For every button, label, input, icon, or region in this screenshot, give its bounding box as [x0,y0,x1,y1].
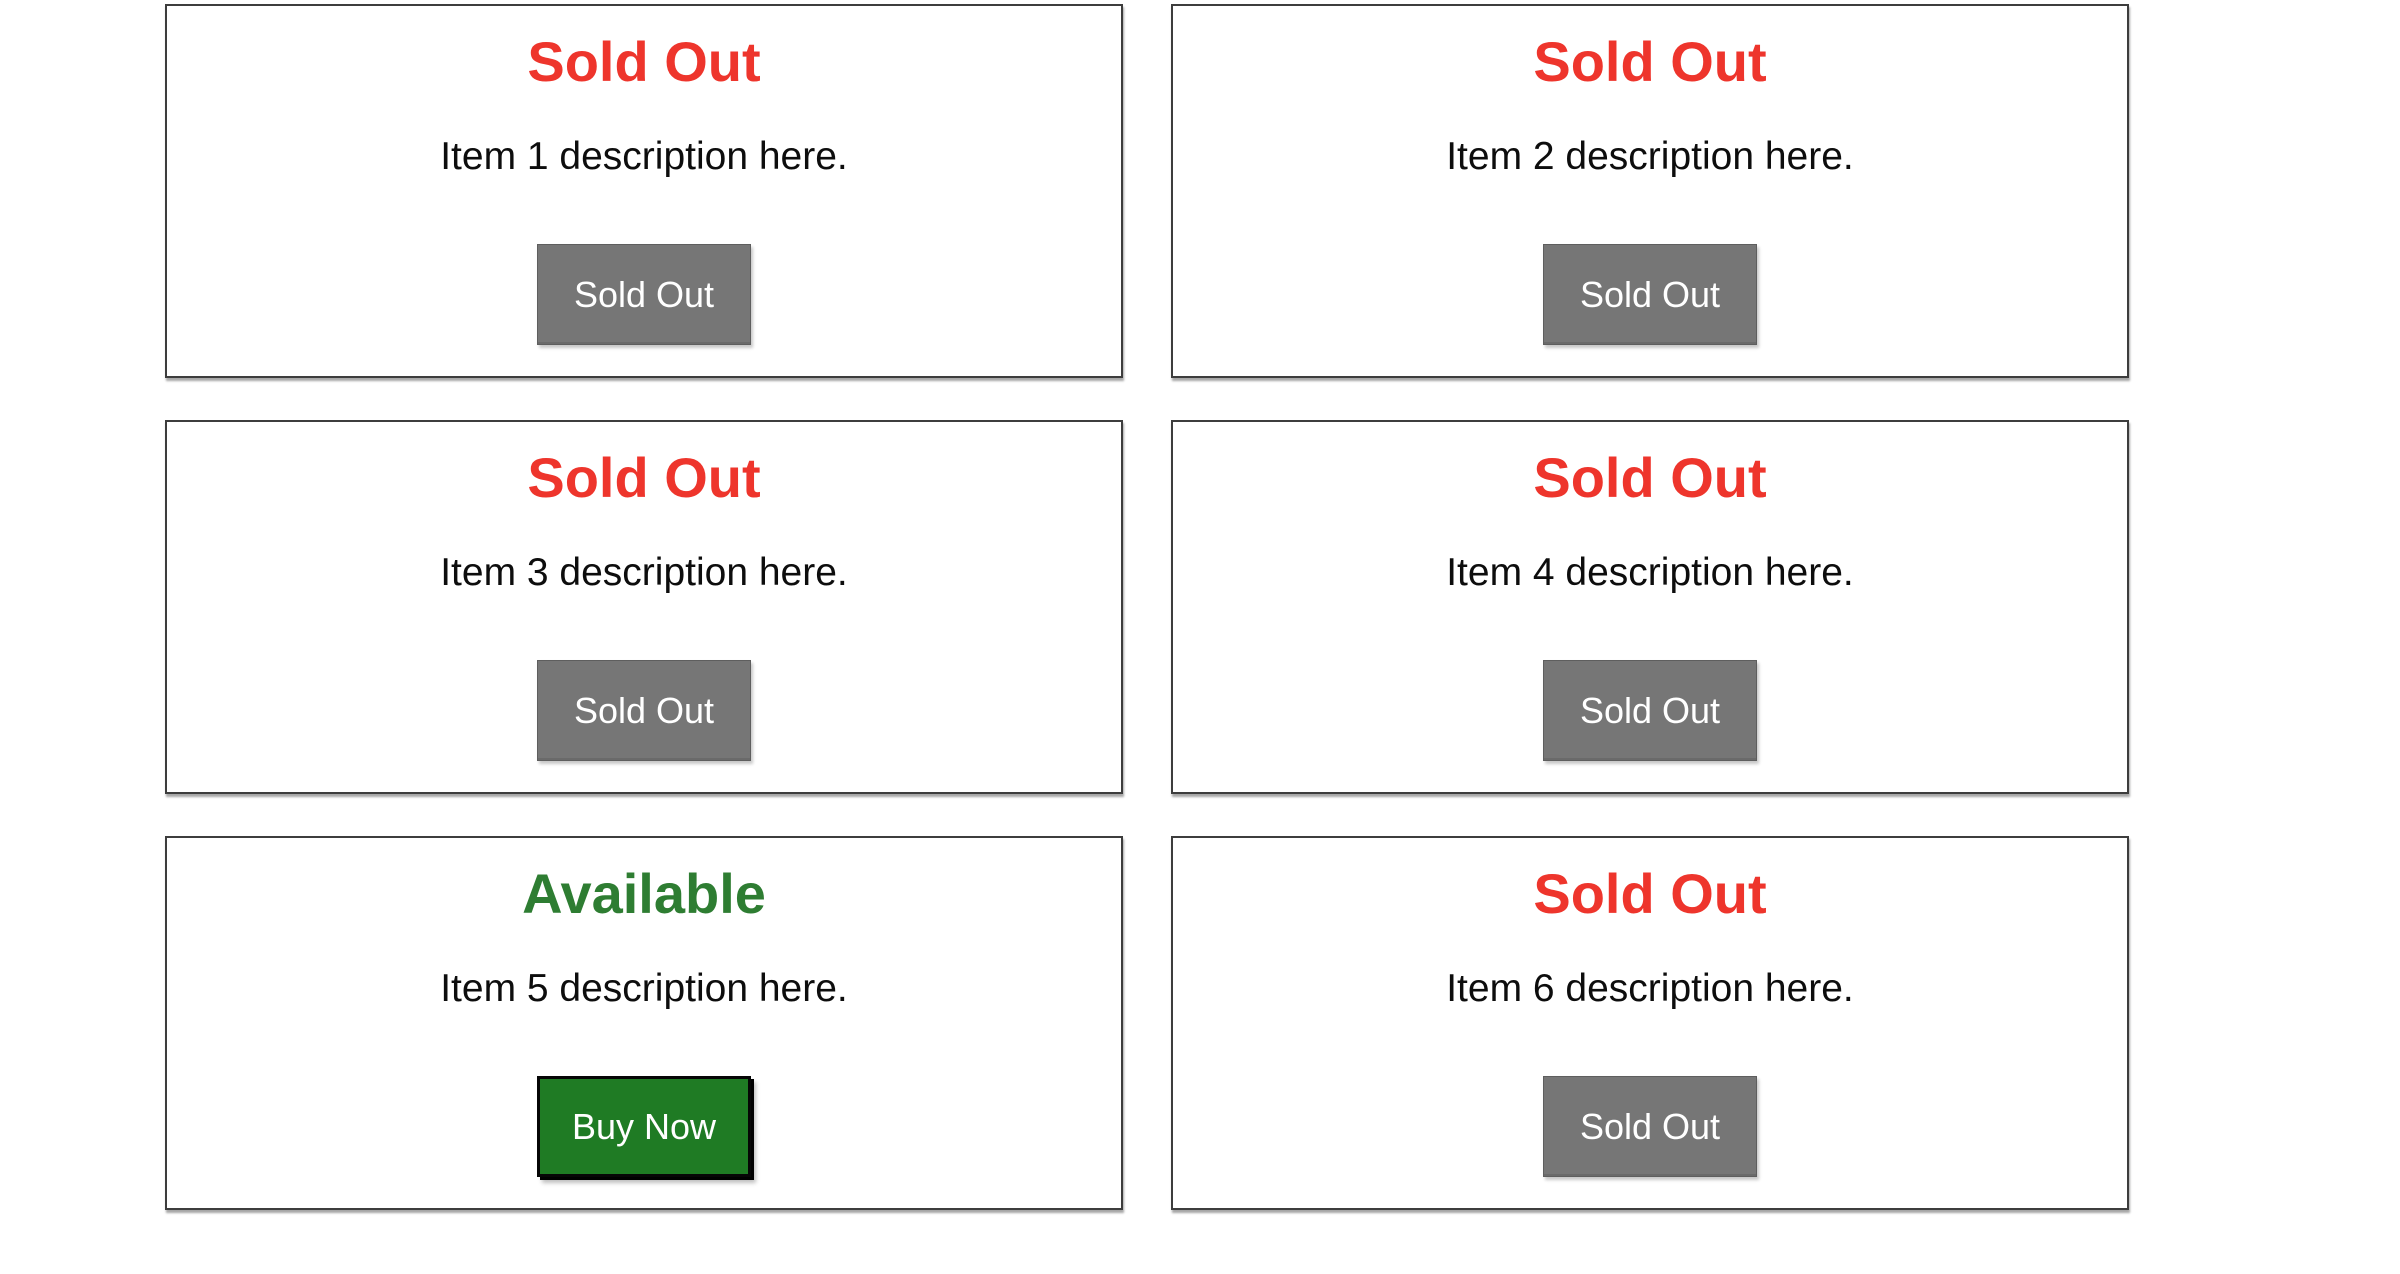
sold-out-button[interactable]: Sold Out [1543,244,1757,346]
item-status-title: Sold Out [527,446,761,509]
item-status-title: Sold Out [527,30,761,93]
item-description: Item 4 description here. [1446,551,1854,595]
item-card-5: Available Item 5 description here. Buy N… [165,836,1123,1210]
item-description: Item 5 description here. [440,967,848,1011]
sold-out-button[interactable]: Sold Out [537,660,751,762]
item-status-title: Available [522,862,766,925]
item-card-3: Sold Out Item 3 description here. Sold O… [165,420,1123,794]
item-status-title: Sold Out [1533,30,1767,93]
item-card-1: Sold Out Item 1 description here. Sold O… [165,4,1123,378]
item-description: Item 6 description here. [1446,967,1854,1011]
sold-out-button[interactable]: Sold Out [537,244,751,346]
item-description: Item 1 description here. [440,135,848,179]
items-grid: Sold Out Item 1 description here. Sold O… [165,4,2129,1210]
sold-out-button[interactable]: Sold Out [1543,1076,1757,1178]
item-description: Item 2 description here. [1446,135,1854,179]
item-card-4: Sold Out Item 4 description here. Sold O… [1171,420,2129,794]
item-description: Item 3 description here. [440,551,848,595]
sold-out-button[interactable]: Sold Out [1543,660,1757,762]
item-status-title: Sold Out [1533,862,1767,925]
item-card-6: Sold Out Item 6 description here. Sold O… [1171,836,2129,1210]
item-status-title: Sold Out [1533,446,1767,509]
buy-now-button[interactable]: Buy Now [537,1076,751,1178]
item-card-2: Sold Out Item 2 description here. Sold O… [1171,4,2129,378]
